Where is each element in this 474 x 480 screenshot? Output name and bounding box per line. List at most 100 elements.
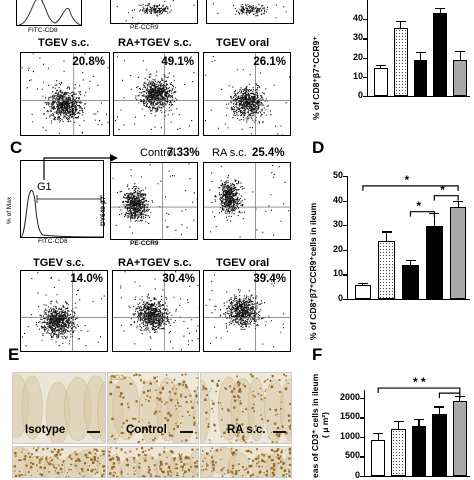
top-dotplot-xlabel: PE-CCR9 [130, 24, 159, 31]
error-bar [457, 200, 459, 207]
error-bar-cap [415, 51, 426, 54]
error-bar-cap [395, 21, 406, 23]
y-axis [347, 176, 349, 299]
y-tick-label: 2000 [340, 391, 361, 402]
histogram-xlabel: FITC-CD8 [38, 238, 68, 245]
error-bar-cap [434, 406, 445, 408]
dot-cloud [21, 53, 109, 135]
y-tick-mark [343, 274, 347, 276]
chart3-bar-chart: 0 500 1000 1500 2000 * * [334, 375, 470, 480]
cd8-histogram: G1 [20, 160, 104, 238]
c-dotplot-ra-sc [203, 162, 291, 240]
gate-arrow [43, 154, 118, 180]
error-bar [438, 406, 440, 414]
y-tick-mark [343, 225, 347, 227]
error-bar-cap [435, 7, 446, 9]
c-dotplot-ra-tgev-sc: 30.4% [112, 270, 200, 352]
panel-label-f: F [312, 345, 323, 364]
error-bar [409, 259, 412, 265]
micrograph-row2-3 [200, 446, 292, 478]
y-tick-mark [343, 249, 347, 251]
dot-cloud [113, 271, 199, 351]
dot-cloud [204, 53, 290, 135]
histogram-ylabel: % of Max [6, 196, 13, 224]
y-tick-mark [343, 200, 347, 202]
significance-star: * [416, 198, 422, 213]
y-tick-label: 10 [352, 70, 363, 81]
y-tick-mark [360, 397, 364, 399]
c-plot-ylabel: DY649-β7 [100, 196, 107, 226]
x-axis [364, 476, 470, 478]
error-bar [380, 65, 382, 69]
gate-label: G1 [37, 181, 52, 193]
top-plot-title-2: RA+TGEV s.c. [118, 37, 192, 49]
dot-cloud [212, 3, 287, 19]
c-plot-percent-ra-tgev-sc: 30.4% [162, 273, 195, 285]
top-histogram-plot [16, 0, 82, 26]
y-tick-label: 20 [332, 243, 343, 254]
c-plot-title-tgev-sc: TGEV s.c. [33, 257, 85, 269]
micrograph-label-isotype: Isotype [25, 424, 66, 436]
chart2-bar-chart: 0 10 20 30 40 50 * * * [325, 170, 470, 307]
y-tick-mark [363, 57, 367, 59]
error-bar [433, 212, 435, 227]
c-plot-title-ra-sc: RA s.c. [212, 147, 247, 159]
error-bar [386, 231, 388, 242]
dot-cloud [114, 53, 198, 135]
top-plot-percent-1: 20.8% [72, 56, 105, 68]
c-plot-percent-ra-sc: 25.4% [252, 147, 285, 159]
error-bar [419, 51, 422, 61]
significance-bracket [377, 387, 461, 394]
y-tick-label: 30 [332, 219, 343, 230]
scale-bar-ra-sc [273, 431, 286, 433]
bar [391, 429, 406, 476]
micrograph-isotype: Isotype [12, 372, 106, 444]
y-tick-mark [360, 456, 364, 458]
panel-label-e: E [8, 345, 20, 364]
significance-bracket [409, 211, 435, 217]
bar [453, 60, 468, 96]
significance-star: * [440, 182, 445, 197]
significance-bracket [362, 185, 459, 191]
bar [433, 13, 448, 96]
micrograph-label-ra-sc: RA s.c. [227, 424, 266, 436]
y-tick-mark [360, 436, 364, 439]
y-tick-label: 50 [332, 170, 343, 180]
micrograph-row2-1 [12, 446, 106, 478]
error-bar-cap [375, 65, 386, 67]
dot-cloud [21, 271, 107, 351]
top-plot-title-3: TGEV oral [216, 37, 270, 49]
y-tick-label: 500 [344, 450, 360, 461]
micrograph-control: CD3 Control [107, 372, 199, 444]
chart3-ylabel-units: ( μ m²) [320, 412, 330, 438]
chart2-ylabel: % of CD8⁺β7⁺CCR9⁺cells in ileum [308, 202, 318, 340]
top-histogram-curve [18, 0, 81, 25]
y-tick-label: 10 [332, 268, 343, 279]
y-tick-mark [343, 176, 347, 178]
c-plot-title-tgev-oral: TGEV oral [216, 257, 270, 269]
bar [354, 285, 372, 299]
y-tick-mark [363, 19, 367, 21]
bar [378, 241, 396, 299]
error-bar [439, 7, 441, 14]
tissue-texture [108, 373, 198, 443]
y-tick-mark [343, 299, 347, 301]
bar [373, 68, 388, 96]
scale-bar-control [180, 431, 193, 433]
c-plot-title-control: Control [140, 147, 176, 159]
tissue-texture [13, 373, 105, 443]
error-bar [400, 21, 402, 28]
tissue-texture [201, 373, 291, 443]
error-bar-cap [455, 50, 466, 53]
y-tick-label: 1000 [340, 430, 361, 441]
top-histogram-xlabel: FITC-CD8 [28, 27, 58, 34]
top-dotplot-2 [206, 0, 294, 24]
c-plot-xlabel: PE-CCR9 [130, 240, 159, 247]
significance-star: * * [413, 375, 426, 390]
chart1-bar-chart: 0 10 20 30 40 [345, 0, 470, 100]
panel-label-c: C [10, 138, 23, 157]
y-axis [367, 0, 369, 96]
c-dotplot-tgev-sc: 14.0% [20, 270, 108, 352]
top-dotplot-ra-tgev-sc: 49.1% [113, 52, 199, 136]
error-bar-cap [405, 259, 416, 261]
